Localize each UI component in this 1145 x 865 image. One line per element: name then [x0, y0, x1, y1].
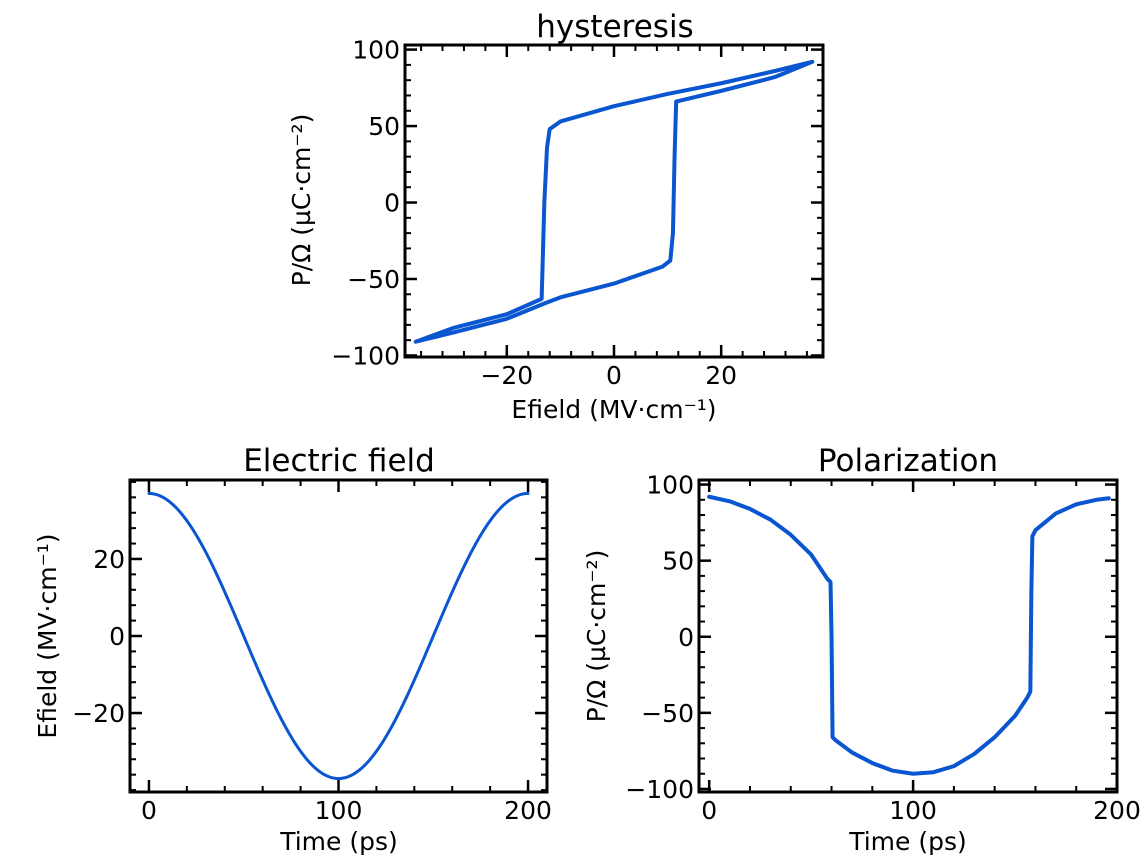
y-tick-label: 0 [678, 623, 694, 652]
chart-title: Electric field [243, 443, 435, 479]
tick-marks [699, 480, 1119, 792]
y-tick-label: 20 [93, 545, 125, 574]
x-tick-label: 200 [1093, 796, 1141, 825]
y-axis-label: P/Ω (µC·cm⁻²) [582, 550, 611, 723]
y-tick-label: 100 [646, 471, 694, 500]
y-tick-label: 50 [662, 547, 694, 576]
chart-title: hysteresis [536, 9, 693, 45]
y-tick-label: −50 [641, 699, 694, 728]
y-axis-label: Efield (MV·cm⁻¹) [33, 533, 62, 738]
series-line [413, 59, 815, 344]
y-tick-label: −20 [72, 699, 125, 728]
tick-marks [405, 45, 823, 357]
series-line [707, 494, 1111, 776]
y-tick-label: −100 [625, 775, 694, 804]
electric-field-chart: Electric field 0 100 200 −20 0 20 Time (ps) E… [33, 443, 552, 856]
x-tick-label: 100 [315, 796, 363, 825]
x-axis-label: Time (ps) [279, 827, 398, 856]
y-tick-label: −100 [331, 341, 400, 370]
x-tick-label: 0 [701, 796, 717, 825]
plot-frame [697, 478, 1119, 794]
x-tick-label: −20 [480, 361, 533, 390]
x-tick-label: 0 [606, 361, 622, 390]
y-tick-label: 50 [368, 112, 400, 141]
y-axis-label: P/Ω (µC·cm⁻²) [287, 114, 316, 287]
plot-frame [403, 43, 825, 359]
x-axis-label: Efield (MV·cm⁻¹) [511, 395, 716, 424]
y-tick-label: 100 [352, 36, 400, 65]
tick-labels: 0 100 200 −100 −50 0 50 100 [625, 471, 1141, 825]
y-tick-label: −50 [347, 265, 400, 294]
y-tick-label: 0 [109, 622, 125, 651]
polarization-chart: Polarization 0 100 200 −100 −50 0 50 100 Time (… [582, 443, 1141, 856]
hysteresis-chart: hysteresis −20 0 20 −100 −50 0 50 100 Efield (M… [287, 9, 825, 424]
plot-frame [128, 478, 549, 794]
x-tick-label: 100 [889, 796, 937, 825]
x-axis-label: Time (ps) [848, 827, 967, 856]
series-line [147, 491, 530, 781]
tick-labels: −20 0 20 −100 −50 0 50 100 [331, 36, 737, 390]
x-tick-label: 0 [141, 796, 157, 825]
tick-labels: 0 100 200 −20 0 20 [72, 545, 552, 825]
chart-title: Polarization [818, 443, 998, 479]
y-tick-label: 0 [384, 189, 400, 218]
x-tick-label: 20 [705, 361, 737, 390]
x-tick-label: 200 [504, 796, 552, 825]
